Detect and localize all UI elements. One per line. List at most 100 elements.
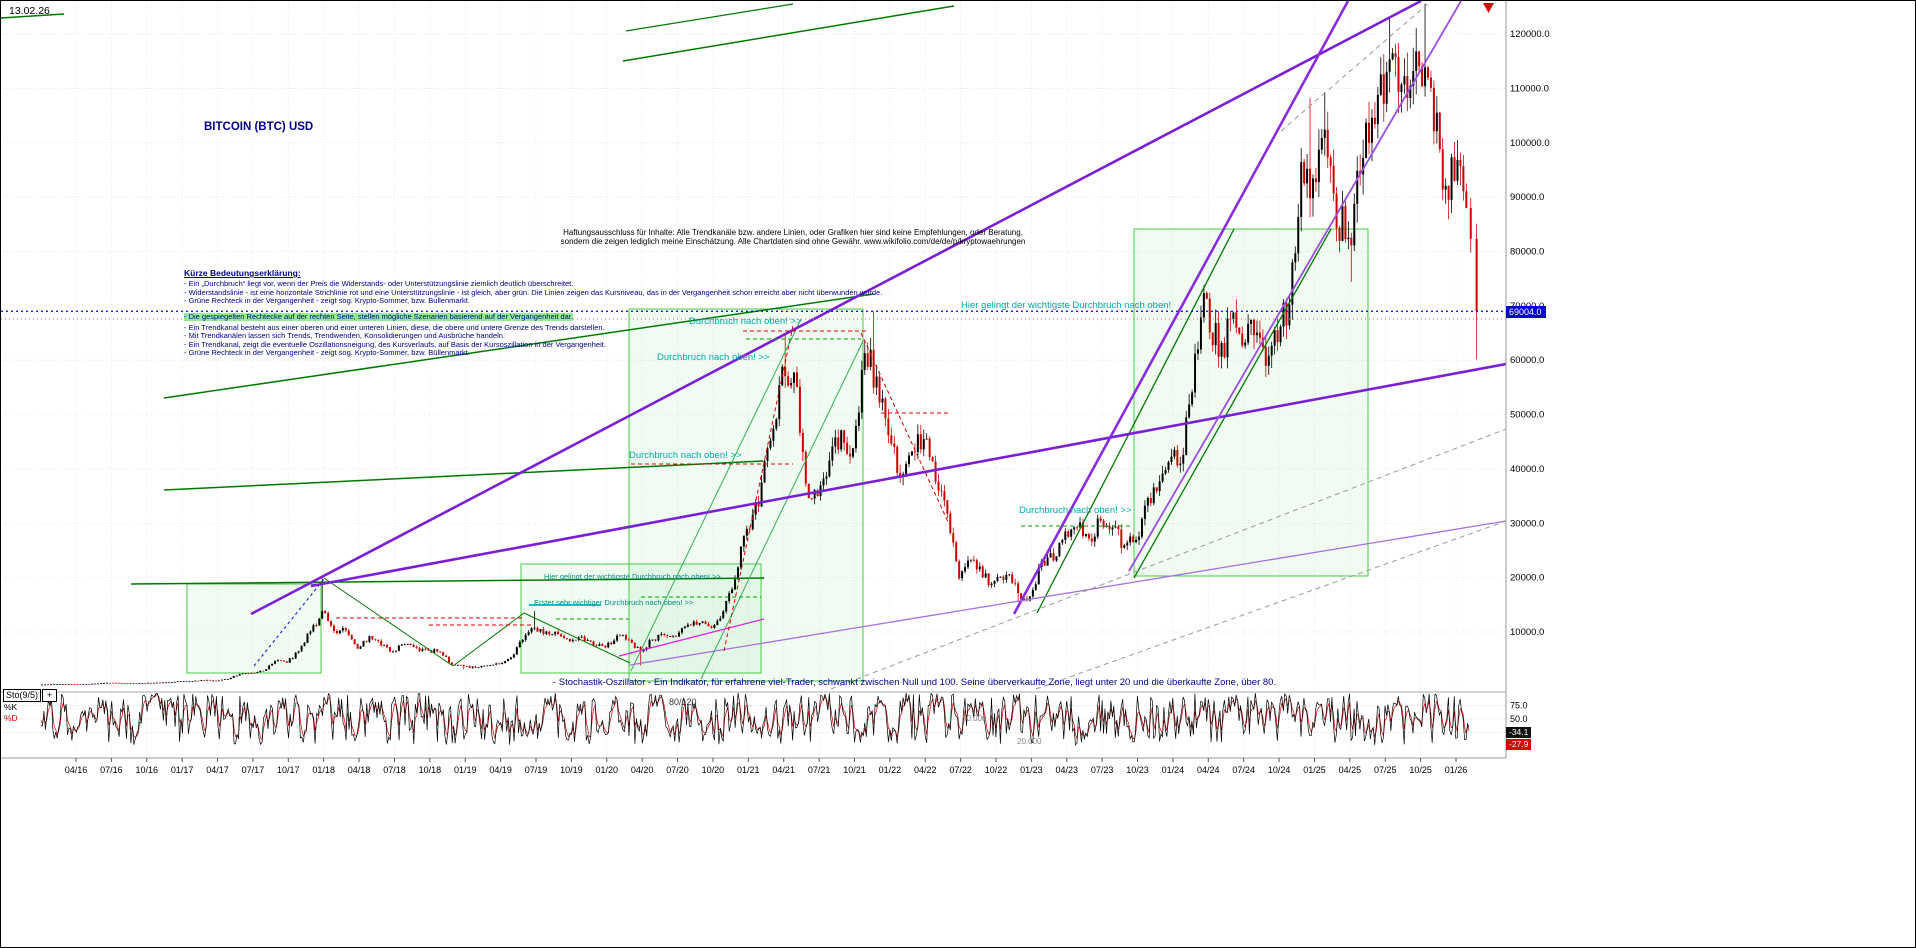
chart-misc-label: 20.000 xyxy=(1017,737,1042,746)
x-axis-label: 07/24 xyxy=(1232,765,1255,775)
chart-title: BITCOIN (BTC) USD xyxy=(204,121,314,133)
x-axis-label: 10/20 xyxy=(702,765,725,775)
chart-annotation: Hier gelingt der wichtigste Durchbruch n… xyxy=(544,572,721,581)
price-axis-label: 110000.0 xyxy=(1510,83,1549,94)
legend-item: - Ein „Durchbruch“ liegt vor, wenn der P… xyxy=(184,279,574,288)
price-axis-label: 40000.0 xyxy=(1510,464,1544,475)
legend-item: - Grüne Rechteck in der Vergangenheit - … xyxy=(184,348,470,358)
x-axis-label: 07/22 xyxy=(949,765,972,775)
x-axis-label: 10/21 xyxy=(843,765,866,775)
oscillator-header: Sto(9/5) + xyxy=(3,689,58,702)
current-price-badge: 69004.0 xyxy=(1506,306,1546,318)
chart-annotation: Durchbruch nach oben! >> xyxy=(689,316,802,327)
x-axis: 04/16 07/16 10/16 01/17 04/17 07/17 10/17 01/18… xyxy=(65,758,1468,775)
x-axis-label: 01/22 xyxy=(879,765,902,775)
x-axis-label: 04/24 xyxy=(1197,765,1220,775)
x-axis-label: 04/23 xyxy=(1056,765,1079,775)
x-axis-label: 04/25 xyxy=(1339,765,1362,775)
legend-item: - Die gespiegelten Rechtecke auf der rec… xyxy=(184,311,573,322)
sto-add-button[interactable]: + xyxy=(42,689,58,702)
x-axis-label: 07/17 xyxy=(242,765,265,775)
chart-misc-label: 50.000 xyxy=(962,714,987,723)
legend-item: - Ein Trendkanal, zeigt die eventuelle O… xyxy=(184,339,606,349)
price-axis-label: 50000.0 xyxy=(1510,410,1544,421)
legend-title: Kürze Bedeutungserklärung: xyxy=(184,268,301,278)
x-axis-label: 01/25 xyxy=(1303,765,1326,775)
x-axis-label: 04/17 xyxy=(206,765,229,775)
legend-block: Kürze Bedeutungserklärung: - Ein „Durchb… xyxy=(184,268,882,358)
x-axis-label: 10/18 xyxy=(419,765,442,775)
oscillator-level-label: 75.0 xyxy=(1510,701,1528,711)
chart-annotation: Erster sehr wichtiger Durchbruch nach ob… xyxy=(534,598,694,607)
percent-k-label: %K xyxy=(4,702,18,712)
legend-item: - Ein Trendkanal besteht aus einer obere… xyxy=(184,322,605,332)
stochastic-oscillator xyxy=(40,693,1470,746)
app-date: 13.02.26 xyxy=(9,5,50,17)
x-axis-label: 01/19 xyxy=(454,765,477,775)
x-axis-label: 01/24 xyxy=(1162,765,1185,775)
disclaimer-line-2: sondern die zeigen lediglich meine Einsc… xyxy=(560,236,1026,246)
x-axis-label: 10/16 xyxy=(136,765,159,775)
price-axis-label: 10000.0 xyxy=(1510,627,1544,638)
alert-arrow-icon xyxy=(1483,3,1494,13)
x-axis-label: 10/24 xyxy=(1268,765,1291,775)
price-axis-label: 120000.0 xyxy=(1510,29,1550,40)
trend-lines xyxy=(1,1,1506,690)
x-axis-label: 10/19 xyxy=(560,765,583,775)
x-axis-label: 04/22 xyxy=(914,765,937,775)
x-axis-label: 10/22 xyxy=(985,765,1008,775)
d-value-badge: -27.9 xyxy=(1506,739,1532,750)
oscillator-level-label: 50.0 xyxy=(1510,714,1528,724)
x-axis-label: 04/16 xyxy=(65,765,88,775)
chart-annotation: Durchbruch nach oben! >> xyxy=(1019,505,1132,516)
x-axis-label: 04/19 xyxy=(489,765,512,775)
price-axis-label: 30000.0 xyxy=(1510,518,1544,529)
x-axis-label: 10/25 xyxy=(1409,765,1432,775)
price-axis-label: 80000.0 xyxy=(1510,246,1544,257)
x-axis-label: 07/19 xyxy=(525,765,548,775)
price-axis-label: 60000.0 xyxy=(1510,355,1544,366)
x-axis-label: 10/17 xyxy=(277,765,300,775)
x-axis-label: 04/18 xyxy=(348,765,371,775)
x-axis-label: 10/23 xyxy=(1126,765,1149,775)
price-axis: 120000.0110000.0100000.090000.080000.070… xyxy=(1510,29,1550,638)
stochastic-k-line xyxy=(40,693,1470,746)
x-axis-label: 07/20 xyxy=(666,765,689,775)
price-axis-label: 100000.0 xyxy=(1510,138,1550,149)
x-axis-label: 07/23 xyxy=(1091,765,1114,775)
x-axis-label: 07/18 xyxy=(383,765,406,775)
scenario-boxes xyxy=(186,228,1369,682)
x-axis-label: 01/26 xyxy=(1445,765,1468,775)
x-axis-label: 01/20 xyxy=(596,765,619,775)
x-axis-label: 04/20 xyxy=(631,765,654,775)
chart-misc-label: 80/120 xyxy=(669,697,697,707)
stochastic-note: - Stochastik-Oszillator - Ein Indikator,… xyxy=(553,677,1277,688)
x-axis-label: 01/18 xyxy=(312,765,335,775)
x-axis-label: 07/16 xyxy=(100,765,123,775)
legend-item: - Mit Trendkanälen lassen sich Trends, T… xyxy=(184,331,506,341)
price-axis-label: 20000.0 xyxy=(1510,573,1544,584)
x-axis-label: 04/21 xyxy=(772,765,795,775)
x-axis-label: 01/17 xyxy=(171,765,194,775)
x-axis-label: 07/21 xyxy=(808,765,831,775)
chart-annotation: Durchbruch nach oben! >> xyxy=(657,352,770,363)
legend-lines: - Ein „Durchbruch“ liegt vor, wenn der P… xyxy=(184,279,883,358)
chart-annotation: Hier gelingt der wichtigste Durchbruch n… xyxy=(961,300,1172,311)
x-axis-label: 01/21 xyxy=(737,765,760,775)
disclaimer-line-1: Haftungsausschluss für Inhalte: Alle Tre… xyxy=(563,228,1023,237)
percent-d-label: %D xyxy=(4,713,18,723)
price-axis-label: 90000.0 xyxy=(1510,192,1544,203)
sto-indicator-button[interactable]: Sto(9/5) xyxy=(3,689,42,702)
x-axis-label: 07/25 xyxy=(1374,765,1397,775)
disclaimer: Haftungsausschluss für Inhalte: Alle Tre… xyxy=(558,228,1028,247)
legend-item: - Widerstandslinie - ist eine horizontal… xyxy=(184,287,883,297)
oscillator-grid xyxy=(1,705,1506,733)
grid xyxy=(1,1,1506,758)
legend-item: - Grüne Rechteck in der Vergangenheit - … xyxy=(184,296,470,306)
x-axis-label: 01/23 xyxy=(1020,765,1043,775)
k-value-badge: -34.1 xyxy=(1506,727,1532,738)
chart-annotation: Durchbruch nach oben! >> xyxy=(629,450,742,461)
